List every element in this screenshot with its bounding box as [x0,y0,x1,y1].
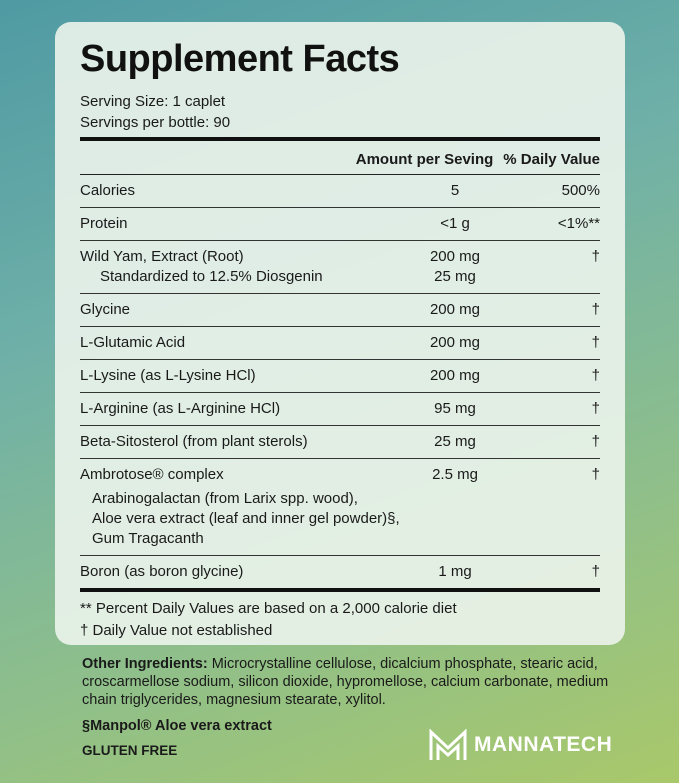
manpol-note: §Manpol® Aloe vera extract [82,718,272,734]
nutrient-name: Boron (as boron glycine) [80,563,244,580]
nutrient-daily-value: † [591,334,600,351]
nutrient-amount: 25 mg [434,433,476,450]
nutrient-amount: 2.5 mg [432,466,478,483]
nutrient-row: Ambrotose® complex 2.5 mg † Arabinogalactan… [80,459,600,556]
nutrient-row: Calories 5 500% [80,175,600,208]
row-line: Boron (as boron glycine) 1 mg † [80,562,600,582]
amount-header: Amount per Seving [355,151,494,168]
facts-table: Amount per Seving % Daily Value Calories… [80,137,600,592]
nutrient-name: Wild Yam, Extract (Root) [80,248,244,265]
daily-value-header: % Daily Value [503,151,600,168]
nutrient-daily-value: † [591,367,600,384]
nutrient-row: Boron (as boron glycine) 1 mg † [80,556,600,592]
footnote: ** Percent Daily Values are based on a 2… [80,600,457,617]
other-ingredients: Other Ingredients: Microcrystalline cell… [82,655,622,709]
sub-amount: 25 mg [434,268,476,285]
brand-logo [429,728,467,760]
nutrient-daily-value: † [591,400,600,417]
nutrient-daily-value: † [591,433,600,450]
nutrient-name: L-Lysine (as L-Lysine HCl) [80,367,256,384]
brand: MANNATECH [428,728,612,762]
nutrient-name: Calories [80,182,136,199]
nutrient-daily-value: † [591,301,600,318]
nutrient-amount: 200 mg [429,248,481,265]
row-line: Ambrotose® complex 2.5 mg † [80,465,600,485]
title: Supplement Facts [80,38,400,80]
nutrient-amount: 200 mg [429,367,481,384]
footnotes: ** Percent Daily Values are based on a 2… [80,598,600,642]
other-ingredients-text: Microcrystalline cellulose, dicalcium ph… [82,656,609,708]
nutrient-row: Wild Yam, Extract (Root) 200 mg † Standardi… [80,241,600,294]
nutrient-daily-value: † [591,563,600,580]
nutrient-row: L-Lysine (as L-Lysine HCl) 200 mg † [80,360,600,393]
nutrient-amount: 1 mg [438,563,472,580]
nutrient-row: Beta-Sitosterol (from plant sterols) 25 m… [80,426,600,459]
nutrient-amount: 95 mg [434,400,476,417]
nutrient-amount: 5 [450,182,460,199]
sub-name: Standardized to 12.5% Diosgenin [100,268,323,285]
row-line: L-Glutamic Acid 200 mg † [80,333,600,353]
nutrient-amount: 200 mg [429,301,481,318]
detail-line: Gum Tragacanth [92,530,204,547]
row-line: Glycine 200 mg † [80,300,600,320]
detail-block: Arabinogalactan (from Larix spp. wood), A… [80,485,600,549]
row-line: Wild Yam, Extract (Root) 200 mg † [80,247,600,267]
nutrient-name: Beta-Sitosterol (from plant sterols) [80,433,308,450]
nutrient-amount: 200 mg [429,334,481,351]
nutrient-daily-value: † [591,248,600,265]
table-header: Amount per Seving % Daily Value [80,141,600,175]
footnote: † Daily Value not established [80,622,273,639]
row-line: L-Arginine (as L-Arginine HCl) 95 mg † [80,399,600,419]
nutrient-name: Protein [80,215,128,232]
nutrient-name: L-Arginine (as L-Arginine HCl) [80,400,281,417]
gluten-free: GLUTEN FREE [82,743,178,758]
rows: Calories 5 500% Protein <1 g <1%** Wild Yam, E… [80,175,600,592]
facts-panel: Supplement Facts Serving Size: 1 caplet … [55,22,625,645]
brand-name: MANNATECH [474,733,613,756]
detail-line: Aloe vera extract (leaf and inner gel po… [92,510,400,527]
nutrient-daily-value: <1%** [557,215,600,232]
logo-mark [429,728,467,760]
nutrient-row: L-Glutamic Acid 200 mg † [80,327,600,360]
row-line: L-Lysine (as L-Lysine HCl) 200 mg † [80,366,600,386]
nutrient-row: L-Arginine (as L-Arginine HCl) 95 mg † [80,393,600,426]
nutrient-amount: <1 g [440,215,470,232]
nutrient-row: Glycine 200 mg † [80,294,600,327]
row-line: Protein <1 g <1%** [80,214,600,234]
other-ingredients-label: Other Ingredients: [82,656,208,672]
nutrient-name: Ambrotose® complex [80,466,224,483]
nutrient-daily-value: † [591,466,600,483]
servings-per-bottle: Servings per bottle: 90 [80,114,231,131]
sub-line: Standardized to 12.5% Diosgenin 25 mg [80,267,600,287]
nutrient-name: Glycine [80,301,131,318]
nutrient-daily-value: 500% [561,182,600,199]
sub-dv [520,267,600,287]
row-line: Calories 5 500% [80,181,600,201]
row-line: Beta-Sitosterol (from plant sterols) 25 m… [80,432,600,452]
serving-size: Serving Size: 1 caplet [80,93,226,110]
detail-line: Arabinogalactan (from Larix spp. wood), [92,490,358,507]
nutrient-row: Protein <1 g <1%** [80,208,600,241]
nutrient-name: L-Glutamic Acid [80,334,186,351]
